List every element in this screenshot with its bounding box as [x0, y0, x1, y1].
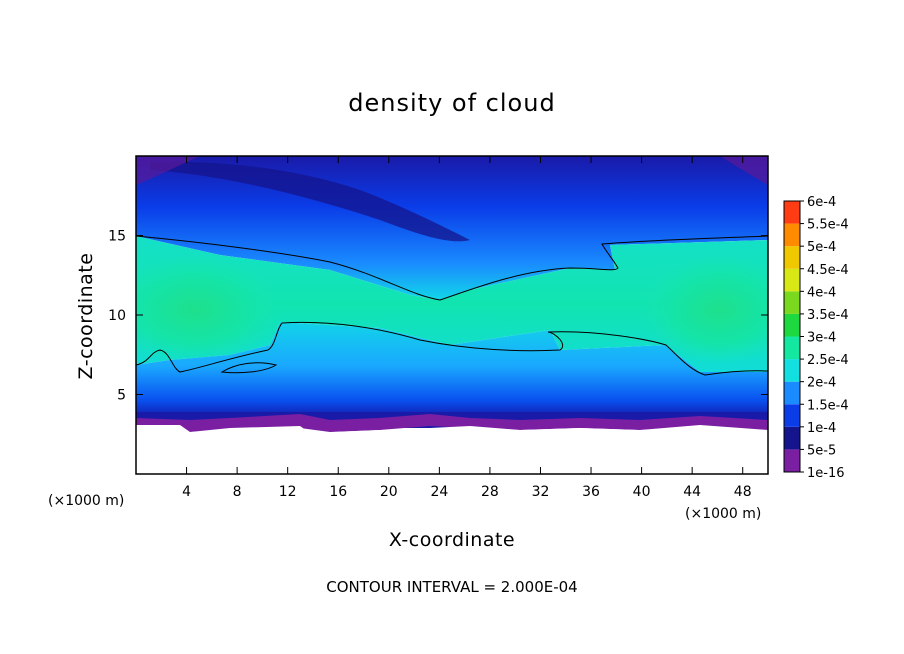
colorbar-label: 5e-4 [807, 240, 836, 255]
colorbar-swatch [784, 426, 800, 450]
x-axis-ticks: 4 8 12 16 20 24 28 32 36 40 44 48 [182, 156, 752, 500]
colorbar-swatch [784, 381, 800, 405]
colorbar-label: 2e-4 [807, 376, 836, 391]
x-tick-label: 36 [582, 484, 600, 500]
colorbar-swatch [784, 201, 800, 224]
x-axis-title: X-coordinate [389, 529, 515, 551]
chart-title: density of cloud [348, 89, 555, 117]
colorbar: 1e-16 5e-5 1e-4 1.5e-4 2e-4 2.5e-4 3e-4 3.5e-4 4… [783, 195, 849, 481]
colorbar-swatch [784, 404, 800, 427]
colorbar-swatch [784, 313, 800, 337]
x-tick-label: 24 [430, 484, 448, 500]
colorbar-label: 1e-4 [807, 421, 836, 436]
upper-dark-corner-right [720, 156, 768, 185]
x-tick-label: 16 [329, 484, 347, 500]
y-tick-label: 10 [108, 308, 126, 324]
colorbar-label: 5.5e-4 [807, 218, 849, 233]
upper-dark-corner [136, 156, 200, 185]
x-tick-label: 48 [734, 484, 752, 500]
y-unit-label: (×1000 m) [48, 493, 124, 509]
colorbar-swatch [784, 449, 800, 472]
contour-line-upper [136, 235, 768, 301]
x-unit-label: (×1000 m) [685, 506, 761, 522]
colorbar-label: 3.5e-4 [807, 308, 849, 323]
contour-line-lower [136, 321, 768, 376]
colorbar-swatch [784, 268, 800, 292]
cloud-free-region [136, 425, 768, 474]
mid-max-right [640, 255, 768, 365]
x-tick-label: 8 [233, 484, 242, 500]
y-tick-label: 15 [108, 229, 126, 245]
x-tick-label: 12 [279, 484, 297, 500]
contour-field [136, 156, 768, 474]
y-axis-title: Z-coordinate [75, 253, 97, 380]
contour-interval-label: CONTOUR INTERVAL = 2.000E-04 [326, 578, 577, 596]
mid-max-left [136, 255, 285, 365]
colorbar-label: 1e-16 [807, 466, 845, 481]
colorbar-swatch [784, 359, 800, 382]
colorbar-label: 3e-4 [807, 331, 836, 346]
colorbar-swatch [784, 223, 800, 247]
y-axis-ticks: 5 10 15 [108, 229, 768, 404]
x-tick-label: 40 [633, 484, 651, 500]
x-tick-label: 20 [380, 484, 398, 500]
colorbar-swatch [784, 291, 800, 314]
colorbar-swatch [784, 336, 800, 360]
x-tick-label: 4 [182, 484, 191, 500]
colorbar-label: 1.5e-4 [807, 398, 849, 413]
x-tick-label: 32 [532, 484, 550, 500]
x-tick-label: 28 [481, 484, 499, 500]
colorbar-label: 4e-4 [807, 285, 836, 300]
colorbar-label: 5e-5 [807, 443, 836, 458]
y-tick-label: 5 [117, 388, 126, 404]
x-tick-label: 44 [683, 484, 701, 500]
colorbar-label: 6e-4 [807, 195, 836, 210]
contour-line-lens [220, 362, 278, 374]
colorbar-swatch [784, 246, 800, 269]
colorbar-label: 2.5e-4 [807, 353, 849, 368]
colorbar-label: 4.5e-4 [807, 263, 849, 278]
upper-dark-streak [150, 161, 470, 242]
lower-cloud-region [136, 322, 768, 420]
